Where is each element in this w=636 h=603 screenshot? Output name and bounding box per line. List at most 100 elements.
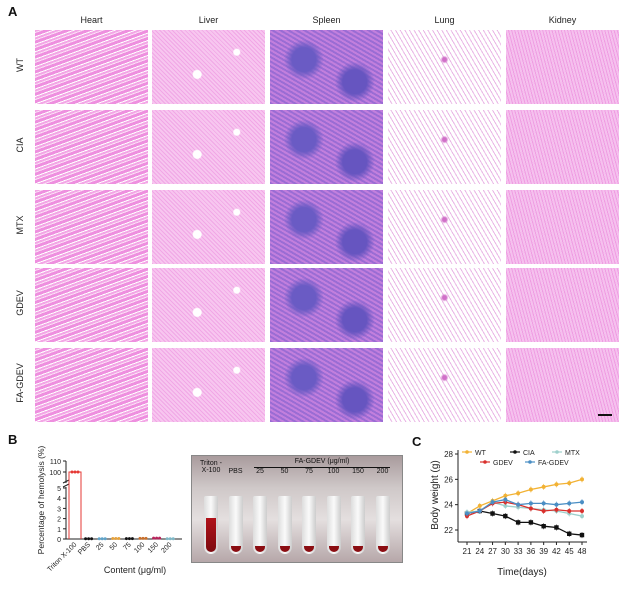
data-point	[554, 507, 559, 512]
data-point	[73, 470, 77, 474]
y-tick-label: 28	[444, 450, 453, 459]
blood-sediment	[230, 546, 241, 552]
histology-image-fa-gdev-lung	[388, 348, 501, 422]
tube-label: 50	[280, 468, 289, 475]
data-point	[503, 493, 508, 498]
group-label: FA-GDEV (μg/ml)	[294, 458, 350, 465]
data-point	[516, 491, 521, 496]
series-line-cia	[466, 510, 583, 536]
y-tick-label: 4	[57, 496, 61, 503]
y-axis-label: Percentage of hemolysis (%)	[36, 446, 46, 555]
data-point	[465, 511, 469, 516]
data-point	[515, 520, 521, 525]
x-tick-label: 45	[565, 547, 574, 556]
legend-label: GDEV	[493, 460, 513, 467]
data-point	[103, 537, 107, 541]
group-bracket	[254, 467, 390, 468]
test-tube	[204, 496, 218, 554]
axis-break	[62, 479, 70, 488]
row-header-gdev: GDEV	[15, 290, 25, 316]
y-tick-label: 26	[444, 475, 453, 484]
legend-label: FA-GDEV	[538, 460, 569, 467]
histology-image-gdev-heart	[35, 268, 148, 342]
legend-label: CIA	[523, 450, 535, 457]
x-tick-label: 42	[552, 547, 561, 556]
data-point	[541, 484, 546, 489]
data-point	[158, 536, 162, 540]
row-header-fa-gdev: FA-GDEV	[15, 363, 25, 403]
histology-image-gdev-lung	[388, 268, 501, 342]
histology-image-wt-heart	[35, 30, 148, 104]
data-point	[130, 537, 134, 541]
y-tick-label: 110	[50, 459, 61, 466]
data-point	[124, 537, 128, 541]
legend-marker	[465, 450, 469, 454]
data-point	[141, 536, 145, 540]
data-point	[567, 481, 572, 486]
test-tube	[375, 496, 390, 554]
data-point	[144, 536, 148, 540]
legend-label: WT	[475, 450, 487, 457]
data-point	[76, 470, 80, 474]
row-header-cia: CIA	[15, 137, 25, 153]
data-point	[580, 514, 584, 519]
histology-image-mtx-lung	[388, 190, 501, 264]
y-tick-label: 1	[57, 527, 61, 534]
legend-marker	[555, 450, 559, 454]
y-tick-label: 22	[444, 526, 453, 535]
x-tick-label: 75	[122, 541, 133, 552]
y-tick-label: 24	[444, 501, 453, 510]
data-point	[554, 502, 559, 507]
test-tube	[277, 496, 292, 554]
histology-image-cia-spleen	[270, 110, 383, 184]
blood-sediment	[304, 546, 314, 552]
series-line-fa-gdev	[466, 498, 583, 515]
data-point	[541, 501, 546, 506]
legend-marker	[483, 460, 487, 464]
blood-sediment	[377, 546, 388, 552]
x-tick-label: 25	[95, 541, 106, 552]
column-header-kidney: Kidney	[548, 15, 577, 25]
panel-label-a: A	[8, 4, 18, 19]
histology-image-cia-lung	[388, 110, 501, 184]
x-tick-label: 200	[160, 541, 173, 554]
x-tick-label: 150	[147, 541, 160, 554]
histology-image-fa-gdev-liver	[152, 348, 265, 422]
test-tube	[326, 496, 341, 554]
data-point	[580, 500, 584, 505]
data-point	[516, 502, 521, 507]
data-point	[97, 537, 101, 541]
x-tick-label: PBS	[77, 541, 92, 556]
data-point	[567, 509, 572, 513]
data-point	[155, 536, 159, 540]
data-point	[541, 524, 546, 529]
data-point	[528, 487, 533, 492]
y-tick-label: 2	[57, 517, 61, 524]
data-point	[138, 536, 142, 540]
data-point	[528, 520, 534, 525]
x-tick-label: 21	[463, 547, 472, 556]
tube-label: 150	[352, 468, 364, 475]
panel-label-c: C	[412, 434, 422, 449]
histology-image-fa-gdev-kidney	[506, 348, 619, 422]
y-axis-label: Body weight (g)	[430, 460, 441, 529]
test-tube	[351, 496, 365, 554]
row-header-mtx: MTX	[15, 215, 25, 235]
histology-image-cia-heart	[35, 110, 148, 184]
histology-image-gdev-liver	[152, 268, 265, 342]
tube-label: 100	[327, 468, 340, 475]
blood-sediment	[255, 546, 265, 552]
data-point	[554, 482, 559, 487]
column-header-heart: Heart	[80, 15, 103, 25]
data-point	[490, 500, 495, 505]
data-point	[579, 532, 585, 538]
histology-image-mtx-heart	[35, 190, 148, 264]
row-header-wt: WT	[15, 58, 25, 72]
data-point	[127, 537, 131, 541]
data-point	[477, 509, 482, 513]
blood-sediment	[328, 546, 339, 552]
data-point	[87, 537, 91, 541]
data-point	[503, 513, 508, 519]
histology-image-gdev-kidney	[506, 268, 619, 342]
